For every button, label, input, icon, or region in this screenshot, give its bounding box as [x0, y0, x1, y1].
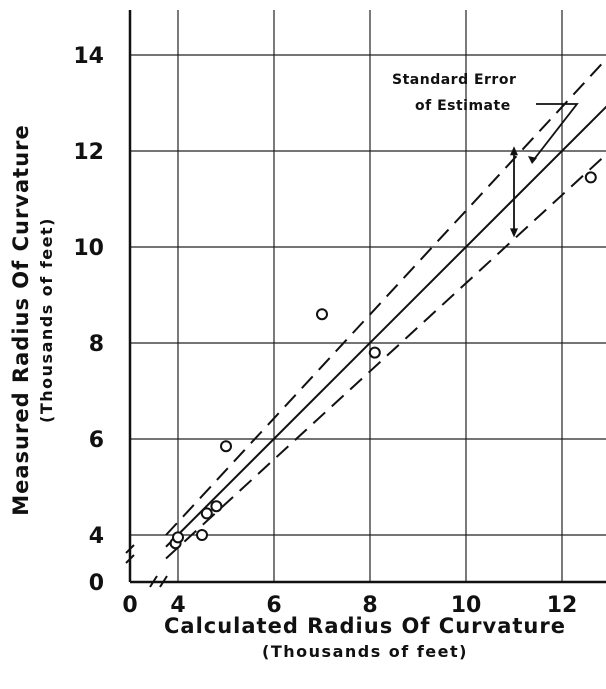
x-tick-label: 12 [547, 593, 578, 618]
axes [125, 10, 606, 588]
y-axis-subtitle: (Thousands of feet) [37, 217, 56, 423]
data-point [210, 500, 223, 513]
data-point [368, 346, 381, 359]
grid [130, 10, 606, 582]
x-tick-label: 6 [266, 593, 281, 618]
y-tick-label: 8 [89, 332, 104, 357]
x-axis-title: Calculated Radius Of Curvature [164, 614, 566, 638]
annotation-leader [531, 103, 579, 163]
regression-line [165, 105, 606, 548]
x-tick-label: 4 [170, 593, 185, 618]
data-point [584, 171, 597, 184]
error-band-lower [165, 153, 606, 560]
annotation-line2: of Estimate [415, 98, 511, 114]
y-tick-label: 14 [73, 44, 104, 69]
data-point [220, 440, 232, 453]
y-axis-break-mark [125, 544, 135, 564]
annotation-leader-head [528, 156, 537, 164]
data-point [172, 531, 184, 544]
y-tick-label: 10 [73, 236, 104, 261]
x-axis-break-mark [149, 575, 168, 588]
error-band-upper [165, 57, 606, 536]
x-tick-label: 10 [451, 593, 482, 618]
data-point [200, 507, 213, 520]
annotation-line1: Standard Error [392, 72, 516, 88]
arrow-head-bottom [510, 228, 518, 238]
y-tick-label: 6 [89, 428, 104, 453]
x-tick-labels: 0 4 6 8 10 12 [122, 593, 577, 618]
arrow-head-top [510, 146, 518, 156]
data-points [169, 171, 597, 550]
y-axis-title: Measured Radius Of Curvature [9, 124, 33, 516]
data-point [196, 529, 208, 541]
y-tick-label: 0 [89, 571, 104, 596]
y-tick-label: 12 [73, 140, 104, 165]
x-axis-subtitle: (Thousands of feet) [262, 642, 468, 661]
x-tick-label: 0 [122, 593, 137, 618]
error-band [165, 57, 606, 560]
annotation-group: Standard Error of Estimate [392, 72, 579, 238]
y-tick-labels: 0 4 6 8 10 12 14 [73, 44, 104, 596]
data-point [316, 308, 328, 321]
regression-line-group [165, 105, 606, 548]
y-tick-label: 4 [89, 524, 104, 549]
x-tick-label: 8 [362, 593, 377, 618]
